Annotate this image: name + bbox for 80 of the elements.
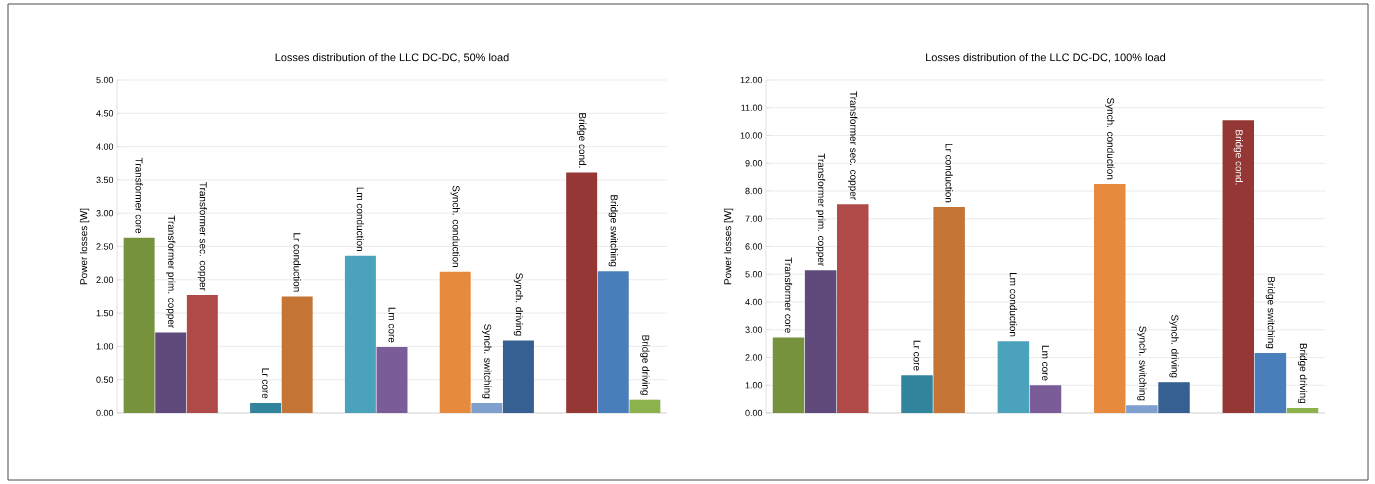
y-tick-label: 7.00 — [745, 215, 763, 222]
y-tick-label: 1.00 — [745, 382, 763, 389]
bar — [123, 237, 155, 413]
y-tick-label: 4.00 — [745, 298, 763, 306]
x-tick-label: Synch. switching — [482, 324, 492, 399]
x-tick-label: Lr core — [262, 368, 270, 399]
y-tick-label: 3.00 — [745, 326, 763, 333]
bar — [1094, 184, 1126, 413]
x-tick-label: Bridge cond. — [577, 113, 587, 168]
x-tick-label: Lr conduction — [945, 143, 953, 203]
x-tick-label: Synch. driving — [513, 273, 524, 336]
x-tick-label: Lm conduction — [356, 187, 365, 251]
y-tick-label: 3.00 — [96, 210, 114, 217]
x-tick-label: Lm core — [388, 307, 396, 343]
x-tick-label: Lm conduction — [1009, 272, 1018, 337]
y-tick-label: 0.00 — [745, 409, 763, 417]
bar — [1158, 382, 1190, 413]
y-tick-label: 6.00 — [745, 243, 763, 250]
y-tick-label: 4.00 — [96, 143, 114, 150]
y-tick-label: 0.00 — [96, 409, 114, 417]
bar — [502, 340, 534, 413]
y-tick-label: 2.00 — [745, 354, 763, 361]
x-tick-label: Bridge switching — [1265, 277, 1276, 349]
y-axis-title: Power losses [W] — [723, 208, 734, 285]
y-tick-label: 9.00 — [745, 160, 763, 167]
x-tick-label: Transformer sec. copper — [848, 91, 858, 200]
bar — [804, 270, 837, 413]
bar — [155, 332, 187, 413]
chart-title: Losses distribution of the LLC DC-DC, 50% load — [275, 53, 509, 63]
bar — [1126, 405, 1158, 413]
x-tick-label: Bridge switching — [608, 195, 618, 267]
y-axis-title: Power losses [W] — [79, 208, 90, 285]
y-tick-label: 3.50 — [96, 176, 114, 184]
y-tick-label: 5.00 — [96, 76, 114, 84]
y-tick-label: 2.50 — [96, 243, 114, 250]
bar — [1254, 353, 1287, 413]
x-tick-label: Transformer prim. copper — [166, 215, 176, 329]
bar — [250, 403, 282, 413]
y-tick-label: 1.50 — [96, 309, 114, 317]
chart-title: Losses distribution of the LLC DC-DC, 100% load — [926, 53, 1166, 63]
bar — [1222, 120, 1255, 413]
x-tick-label: Synch. conduction — [450, 185, 460, 267]
bar — [901, 375, 933, 413]
bar — [344, 255, 376, 413]
bar — [772, 337, 805, 413]
x-tick-label: Bridge driving — [640, 335, 650, 395]
bar — [629, 399, 661, 413]
bar — [471, 403, 503, 413]
bar — [597, 271, 629, 413]
bar — [1286, 408, 1319, 413]
y-tick-label: 4.50 — [96, 110, 114, 117]
bar — [566, 172, 598, 413]
bar — [439, 271, 471, 413]
y-tick-label: 11.00 — [741, 104, 763, 111]
y-tick-label: 1.00 — [96, 343, 114, 350]
bar — [186, 295, 218, 413]
x-tick-label: Bridge driving — [1297, 343, 1308, 404]
x-tick-label: Transformer core — [135, 157, 143, 234]
x-tick-label: Transformer sec. copper — [197, 182, 207, 291]
y-tick-label: 12.00 — [740, 76, 763, 84]
y-tick-label: 2.00 — [96, 276, 114, 283]
y-tick-label: 10.00 — [740, 132, 763, 139]
bar — [1029, 385, 1062, 413]
x-tick-label: Bridge cond. — [1233, 130, 1243, 185]
x-tick-label: Synch. driving — [1169, 314, 1179, 378]
x-tick-label: Synch. switching — [1137, 326, 1147, 401]
y-tick-label: 5.00 — [745, 271, 763, 278]
bar — [933, 207, 965, 413]
bar — [376, 347, 408, 413]
x-tick-label: Transformer prim. copper — [815, 153, 826, 266]
bar — [837, 204, 869, 413]
y-tick-label: 0.50 — [96, 376, 114, 383]
x-tick-label: Lm core — [1042, 345, 1049, 381]
y-tick-label: 8.00 — [745, 187, 763, 195]
x-tick-label: Lr core — [913, 340, 921, 371]
x-tick-label: Synch. conduction — [1105, 97, 1115, 180]
bar — [997, 341, 1030, 413]
x-tick-label: Lr conduction — [293, 233, 301, 292]
bar — [281, 296, 313, 413]
x-tick-label: Transformer core — [784, 257, 793, 333]
